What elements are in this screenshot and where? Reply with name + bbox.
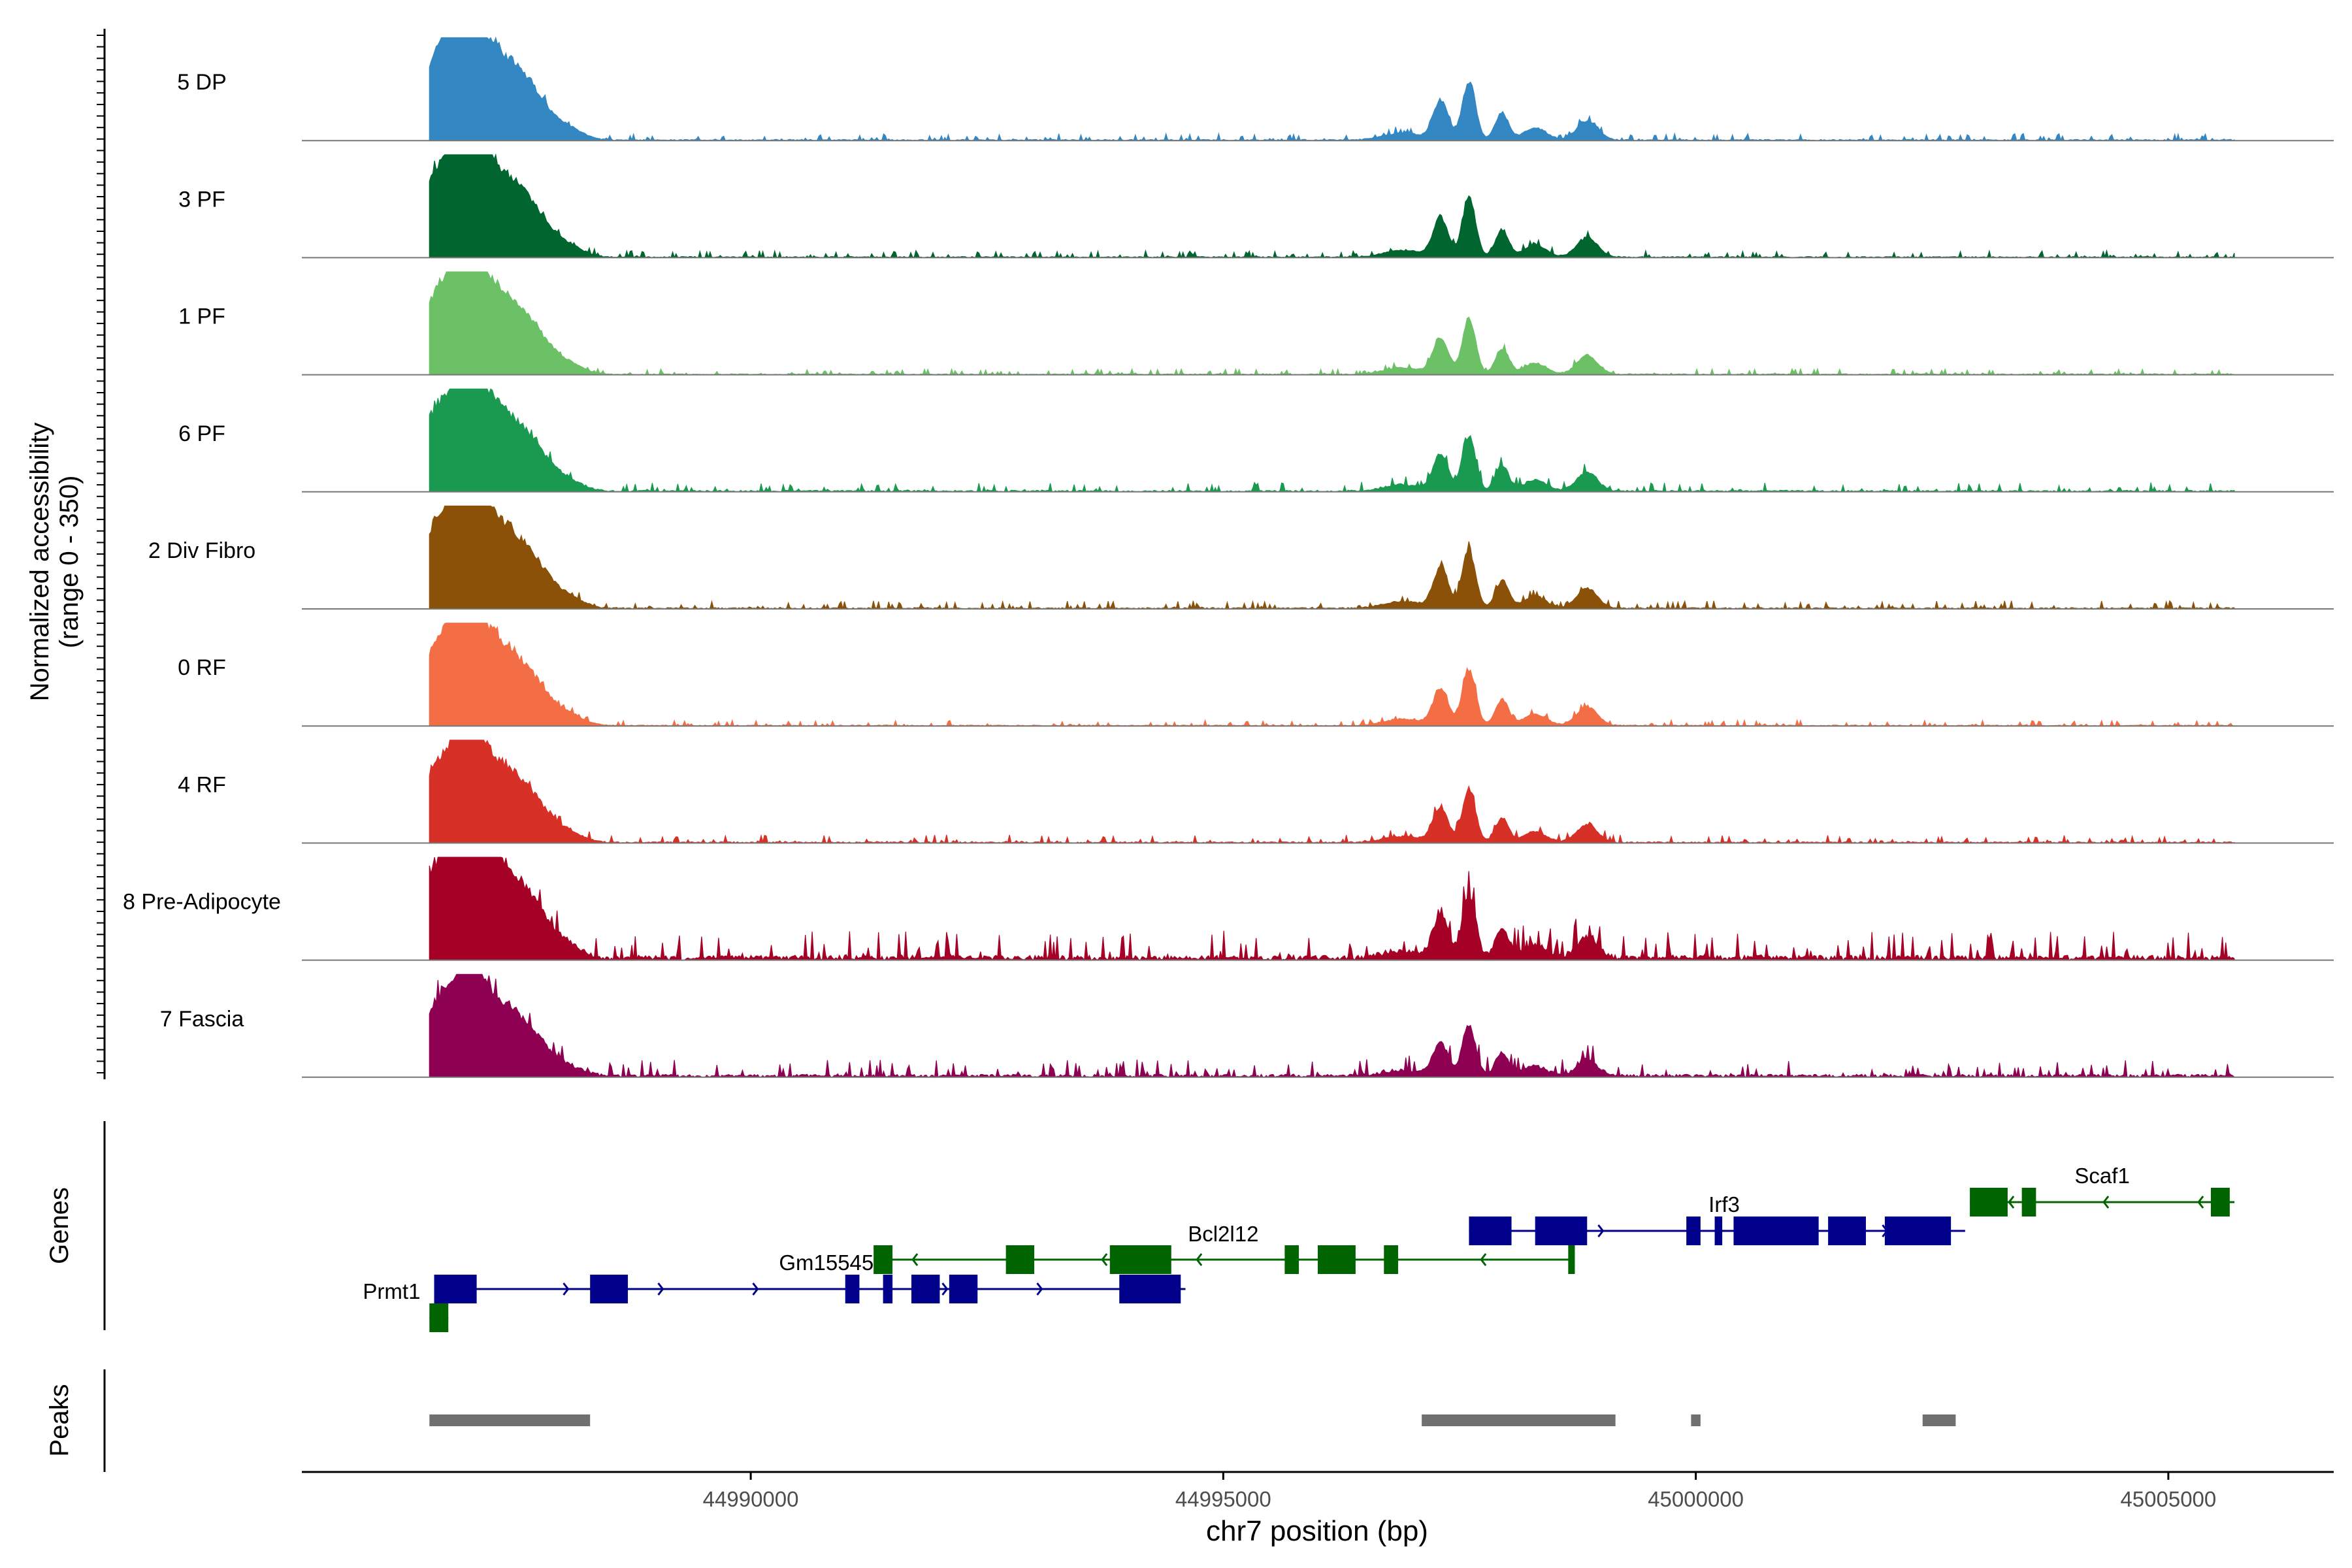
- exon: [1686, 1217, 1701, 1245]
- gene-prmt1: [429, 1303, 449, 1332]
- strand-arrow: [563, 1282, 570, 1296]
- strand-arrow: [2008, 1196, 2015, 1209]
- y-axis-label-line1: Normalized accessibility: [25, 423, 54, 702]
- strand-arrow: [941, 1282, 949, 1296]
- track-label: 3 PF: [178, 187, 225, 212]
- track-8-pre-adipocyte: 8 Pre-Adipocyte: [123, 857, 2334, 962]
- peak-region: [1922, 1414, 1956, 1426]
- x-tick-label: 45005000: [2120, 1487, 2216, 1511]
- strand-arrow: [911, 1253, 919, 1266]
- track-7-fascia: 7 Fascia: [160, 973, 2334, 1079]
- coverage-tracks: 5 DP 3 PF 1 PF 6 PF 2 Div Fibro 0 RF 4 RF 8 Pre…: [123, 36, 2334, 1079]
- exon: [874, 1245, 893, 1274]
- x-axis-label: chr7 position (bp): [1206, 1515, 1428, 1547]
- gene-prmt1: [434, 1275, 1186, 1303]
- gene-label: Bcl2l12: [1188, 1222, 1258, 1246]
- strand-arrow: [1036, 1282, 1043, 1296]
- gene-models: Prmt1 Gm15545 Bcl2l12 Irf3 Scaf1: [363, 1164, 2235, 1332]
- y-axis-label-line2: (range 0 - 350): [55, 476, 84, 649]
- exon: [1284, 1245, 1299, 1274]
- exon: [1535, 1217, 1588, 1245]
- exon: [2021, 1188, 2036, 1217]
- x-axis: 44990000 44995000 45000000 45005000 chr7 po…: [302, 1471, 2334, 1547]
- exon: [1884, 1217, 1952, 1245]
- exon: [434, 1275, 477, 1303]
- track-label: 0 RF: [178, 655, 226, 680]
- track-0-rf: 0 RF: [178, 623, 2334, 727]
- coverage-area: [429, 740, 2235, 844]
- exon: [911, 1275, 940, 1303]
- exon: [949, 1275, 978, 1303]
- gene-label: Scaf1: [2074, 1164, 2129, 1188]
- track-label: 7 Fascia: [160, 1007, 244, 1032]
- gene-irf3: [1469, 1217, 1965, 1245]
- coverage-y-axis: [97, 29, 106, 1079]
- coverage-area: [429, 271, 2236, 376]
- track-label: 5 DP: [177, 70, 227, 95]
- peak-region: [429, 1414, 591, 1426]
- x-tick-label: 44990000: [703, 1487, 799, 1511]
- gene-label: Gm15545: [779, 1250, 874, 1275]
- track-label: 1 PF: [178, 304, 225, 329]
- coverage-area: [429, 973, 2236, 1079]
- peaks-track-label: Peaks: [45, 1384, 74, 1456]
- strand-arrow: [2102, 1196, 2110, 1209]
- peak-region: [1422, 1414, 1616, 1426]
- exon: [1005, 1245, 1035, 1274]
- track-label: 8 Pre-Adipocyte: [123, 890, 281, 915]
- track-1-pf: 1 PF: [178, 271, 2334, 376]
- gene-label: Prmt1: [363, 1279, 420, 1303]
- exon: [1384, 1245, 1398, 1274]
- strand-arrow: [657, 1282, 664, 1296]
- exon: [1970, 1188, 2008, 1217]
- gene-label: Irf3: [1708, 1192, 1740, 1217]
- track-6-pf: 6 PF: [178, 388, 2334, 493]
- strand-arrow: [1101, 1253, 1108, 1266]
- track-4-rf: 4 RF: [178, 740, 2334, 844]
- exon: [883, 1275, 893, 1303]
- track-3-pf: 3 PF: [178, 153, 2334, 259]
- x-axis-ticks: 44990000 44995000 45000000 45005000: [703, 1472, 2216, 1511]
- exon: [845, 1275, 860, 1303]
- track-5-dp: 5 DP: [177, 36, 2334, 142]
- exon: [2210, 1188, 2230, 1217]
- genes-panel: Genes Prmt1 Gm15545 Bcl2l12 Irf3 Scaf1: [45, 1121, 2235, 1332]
- gene-bcl2l12: [874, 1245, 1575, 1274]
- strand-arrow: [752, 1282, 759, 1296]
- track-2-div-fibro: 2 Div Fibro: [148, 505, 2334, 610]
- track-label: 2 Div Fibro: [148, 538, 255, 563]
- coverage-area: [429, 857, 2235, 962]
- exon: [1119, 1275, 1181, 1303]
- exon: [1828, 1217, 1866, 1245]
- exon: [590, 1275, 629, 1303]
- coverage-area: [429, 153, 2235, 259]
- coverage-area: [429, 388, 2235, 493]
- peak-region: [1691, 1414, 1701, 1426]
- x-tick-label: 44995000: [1175, 1487, 1271, 1511]
- exon: [429, 1303, 449, 1332]
- genes-track-label: Genes: [45, 1187, 74, 1264]
- strand-arrow: [1196, 1253, 1203, 1266]
- exon: [1714, 1217, 1723, 1245]
- strand-arrow: [1480, 1253, 1487, 1266]
- exon: [1109, 1245, 1171, 1274]
- x-tick-label: 45000000: [1648, 1487, 1744, 1511]
- exon: [1318, 1245, 1356, 1274]
- track-label: 6 PF: [178, 421, 225, 446]
- track-label: 4 RF: [178, 772, 226, 797]
- coverage-area: [429, 36, 2235, 142]
- coverage-area: [429, 623, 2236, 727]
- exon: [1733, 1217, 1819, 1245]
- peak-regions: [429, 1414, 1956, 1426]
- strand-arrow: [1597, 1224, 1605, 1237]
- strand-arrow: [2197, 1196, 2204, 1209]
- gene-scaf1: [1970, 1188, 2235, 1217]
- peaks-panel: Peaks: [45, 1369, 1956, 1472]
- coverage-area: [429, 505, 2235, 610]
- exon: [1469, 1217, 1512, 1245]
- exon: [1568, 1245, 1575, 1274]
